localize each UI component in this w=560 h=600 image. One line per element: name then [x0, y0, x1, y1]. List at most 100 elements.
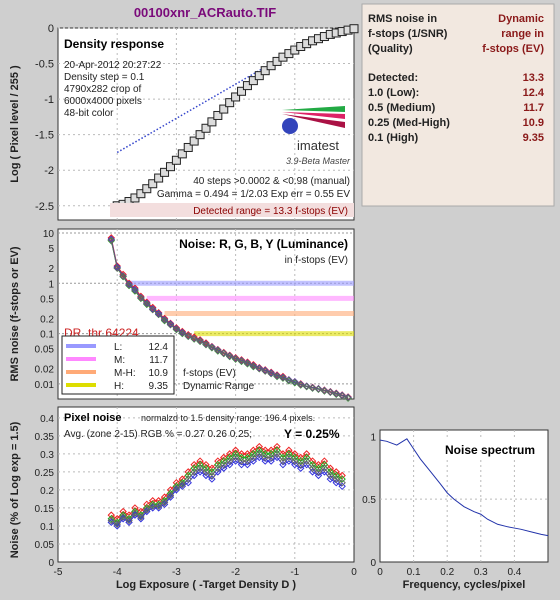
- noise-series-point: [261, 367, 269, 375]
- pixel-series-point: [314, 460, 323, 469]
- pixel-series-point: [291, 450, 299, 458]
- pixel-series-point: [220, 464, 228, 472]
- density-point: [171, 155, 181, 165]
- density-point: [154, 173, 164, 183]
- pixel-series-point: [243, 450, 252, 458]
- spectrum-xtick-label: 0.3: [474, 567, 488, 578]
- density-point: [189, 136, 199, 146]
- noise-title: Noise: R, G, B, Y (Luminance): [179, 237, 348, 251]
- noise-series-point: [273, 371, 281, 379]
- noise-series-point: [302, 382, 311, 391]
- noise-series-point: [184, 332, 192, 340]
- pixel-series-point: [214, 464, 222, 472]
- noise-series-point: [237, 357, 246, 365]
- pixel-series-point: [196, 460, 204, 469]
- pixel-plot-area: [57, 406, 355, 563]
- pixel-series-point: [285, 446, 293, 454]
- pixel-series-point: [225, 460, 234, 469]
- pixel-series-point: [131, 507, 139, 516]
- density-point: [219, 104, 229, 114]
- results-row-label: 0.1 (High): [368, 132, 418, 144]
- noise-series-point: [113, 262, 121, 270]
- density-point: [349, 24, 359, 34]
- pixel-series-point: [297, 464, 305, 472]
- pixel-series-point: [107, 516, 115, 525]
- pixel-series-point: [338, 478, 346, 487]
- pixel-series-point: [320, 460, 329, 469]
- noise-series-point: [137, 294, 145, 302]
- density-point: [160, 167, 170, 177]
- pixel-series-point: [261, 450, 269, 458]
- spectrum-ytick-label: 1: [370, 432, 376, 443]
- pixel-series-point: [237, 453, 246, 462]
- density-ytick-label: -1.5: [35, 130, 54, 142]
- noise-ytick-label: 2: [48, 264, 54, 275]
- pixel-series-point: [149, 500, 157, 509]
- pixel-series-point: [273, 450, 281, 458]
- pixel-series-point: [208, 475, 216, 483]
- noise-series-point: [196, 336, 204, 344]
- density-info-line: 4790x282 crop of: [64, 84, 142, 95]
- results-header-left-1: RMS noise in: [368, 13, 437, 25]
- noise-ytick-label: 0.05: [35, 345, 55, 356]
- pixel-ytick-label: 0.4: [40, 414, 54, 425]
- spectrum-panel: 0 0.5 1 0 0.1 0.2 0.3 0.4 Noise spectrum Frequ…: [362, 429, 549, 591]
- pixel-series-point: [320, 457, 329, 465]
- pixel-series-point: [243, 457, 252, 465]
- spectrum-ytick-label: 0.5: [362, 495, 376, 506]
- spectrum-title: Noise spectrum: [445, 443, 535, 457]
- pixel-series-point: [302, 450, 311, 458]
- density-ytick-label: -2: [44, 165, 54, 177]
- density-point: [183, 142, 193, 152]
- pixel-ytick-label: 0.25: [35, 468, 55, 479]
- pixel-series-point: [220, 460, 228, 469]
- noise-series-point: [285, 376, 293, 384]
- pixel-series-point: [231, 457, 240, 465]
- results-header-left-3: (Quality): [368, 43, 413, 55]
- noise-footer-1: f-stops (EV): [183, 368, 236, 379]
- noise-legend-label: L:: [114, 342, 122, 353]
- noise-series-point: [344, 394, 352, 402]
- pixel-series-point: [308, 468, 317, 476]
- noise-ytick-label: 0.5: [40, 294, 54, 305]
- noise-series-point: [326, 388, 335, 396]
- spectrum-xlabel: Frequency, cycles/pixel: [403, 579, 526, 591]
- detected-range-text: Detected range = 13.3 f-stops (EV): [193, 206, 348, 217]
- pixel-series-point: [267, 450, 275, 458]
- density-point: [213, 110, 223, 120]
- pixel-series-point: [202, 460, 210, 469]
- noise-series-point: [107, 236, 115, 244]
- results-row-label: 1.0 (Low):: [368, 87, 419, 99]
- pixel-series-point: [249, 457, 258, 465]
- density-point: [195, 130, 205, 140]
- pixel-series-point: [249, 446, 258, 454]
- steps-text: 40 steps >0.0002 & <0.98 (manual): [193, 176, 350, 187]
- results-row-label: Detected:: [368, 72, 418, 84]
- pixel-series-point: [166, 491, 175, 500]
- pixel-series-point: [291, 453, 299, 462]
- noise-series-point: [196, 337, 204, 345]
- spectrum-xtick-label: 0.4: [507, 567, 521, 578]
- noise-series-point: [249, 362, 258, 370]
- noise-series-point: [178, 327, 187, 336]
- pixel-series-point: [225, 453, 234, 462]
- noise-series-point: [237, 356, 246, 364]
- results-row-label: 0.25 (Med-High): [368, 117, 450, 129]
- results-panel-bg: [361, 3, 555, 207]
- pixel-series-point: [125, 516, 133, 525]
- noise-series-point: [166, 321, 175, 329]
- density-point: [254, 71, 264, 81]
- pixel-series-point: [255, 442, 263, 451]
- pixel-series-point: [332, 471, 340, 480]
- noise-series-point: [178, 329, 187, 337]
- noise-series-point: [225, 352, 234, 360]
- pixel-series-point: [237, 457, 246, 465]
- density-point: [177, 149, 187, 159]
- noise-legend-label: M-H:: [114, 368, 136, 379]
- pixel-series-point: [267, 453, 275, 462]
- pixel-ytick-label: 0.2: [40, 486, 54, 497]
- pixel-ytick-label: 0.15: [35, 504, 55, 515]
- pixel-series-point: [237, 460, 246, 469]
- pixel-ytick-label: 0.3: [40, 450, 54, 461]
- pixel-series-point: [184, 478, 192, 487]
